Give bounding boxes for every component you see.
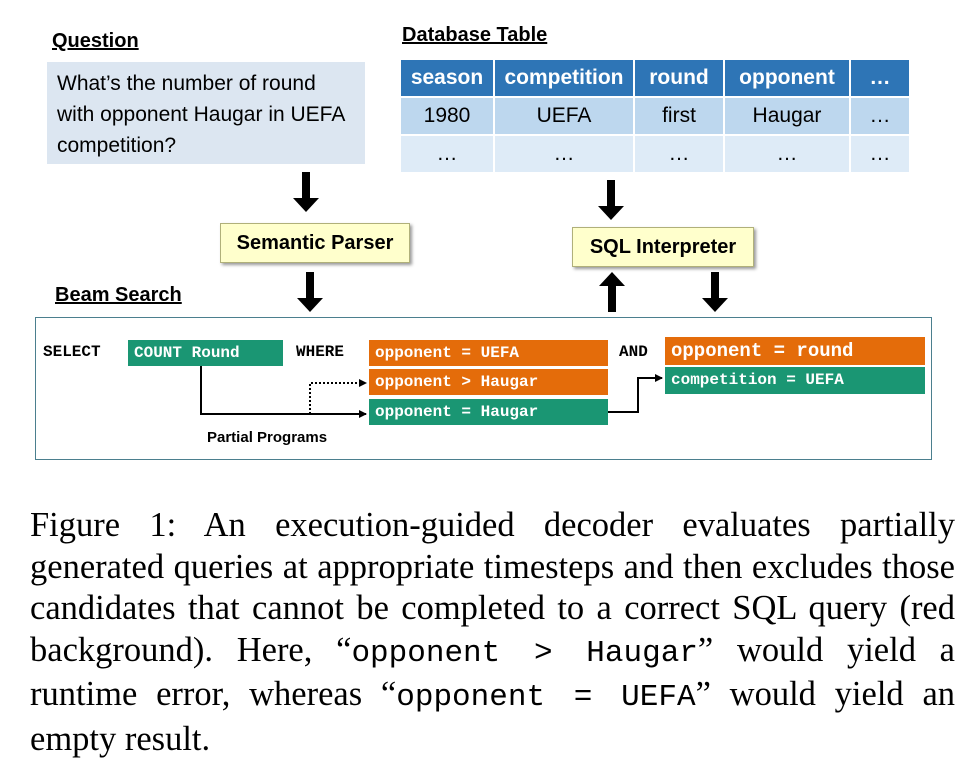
table-row: 1980 UEFA first Haugar … — [399, 96, 911, 136]
table-cell: 1980 — [399, 96, 495, 136]
caption-text: ” would yield a runtime error, whereas “ — [30, 630, 955, 714]
table-cell: UEFA — [493, 96, 635, 136]
table-cell: … — [849, 134, 911, 174]
column-header-round: round — [633, 58, 725, 98]
down-arrow — [598, 180, 624, 220]
count-round-chip: COUNT Round — [128, 340, 283, 366]
down-arrow — [702, 272, 728, 312]
down-arrow — [293, 172, 319, 212]
sql-interpreter-label: SQL Interpreter — [589, 236, 737, 258]
question-text: What’s the number of round with opponent… — [57, 72, 345, 157]
beam-search-heading: Beam Search — [55, 284, 182, 306]
column-header-season: season — [399, 58, 495, 98]
database-table: season competition round opponent … 1980… — [399, 58, 911, 174]
up-arrow — [599, 272, 625, 312]
and-keyword: AND — [619, 343, 648, 361]
question-box: What’s the number of round with opponent… — [47, 62, 365, 164]
caption-code: opponent = UEFA — [396, 680, 696, 715]
question-heading: Question — [52, 30, 139, 52]
candidate-chip-rejected: opponent > Haugar — [369, 369, 608, 395]
candidate-chip-valid: opponent = Haugar — [369, 399, 608, 425]
where-keyword: WHERE — [296, 343, 345, 361]
table-cell: … — [723, 134, 851, 174]
select-keyword: SELECT — [43, 343, 101, 361]
candidate-chip-rejected: opponent = UEFA — [369, 340, 608, 366]
sql-interpreter-box: SQL Interpreter — [572, 227, 754, 267]
caption-text: ” would yield an empty result. — [30, 675, 956, 758]
table-cell: … — [493, 134, 635, 174]
solid-connector — [608, 374, 663, 413]
table-cell: first — [633, 96, 725, 136]
semantic-parser-label: Semantic Parser — [236, 232, 394, 254]
column-header-opponent: opponent — [723, 58, 851, 98]
database-heading: Database Table — [402, 24, 548, 46]
table-cell: … — [633, 134, 725, 174]
column-header-competition: competition — [493, 58, 635, 98]
partial-programs-label: Partial Programs — [207, 429, 328, 446]
table-row: … … … … … — [399, 134, 911, 174]
down-arrow — [297, 272, 323, 312]
table-cell: … — [399, 134, 495, 174]
column-header-more: … — [849, 58, 911, 98]
caption-code: opponent > Haugar — [351, 635, 698, 671]
caption-text: Figure 1: An execution-guided decoder ev… — [30, 506, 955, 669]
figure-caption: Figure 1: An execution-guided decoder ev… — [30, 505, 955, 760]
semantic-parser-box: Semantic Parser — [220, 223, 410, 263]
table-header-row: season competition round opponent … — [399, 58, 911, 98]
table-cell: Haugar — [723, 96, 851, 136]
next-candidate-chip-rejected: opponent = round — [665, 337, 925, 365]
solid-connector — [200, 366, 367, 418]
dotted-connector — [309, 379, 367, 414]
table-cell: … — [849, 96, 911, 136]
next-candidate-chip-valid: competition = UEFA — [665, 367, 925, 394]
beam-search-panel — [35, 317, 932, 460]
